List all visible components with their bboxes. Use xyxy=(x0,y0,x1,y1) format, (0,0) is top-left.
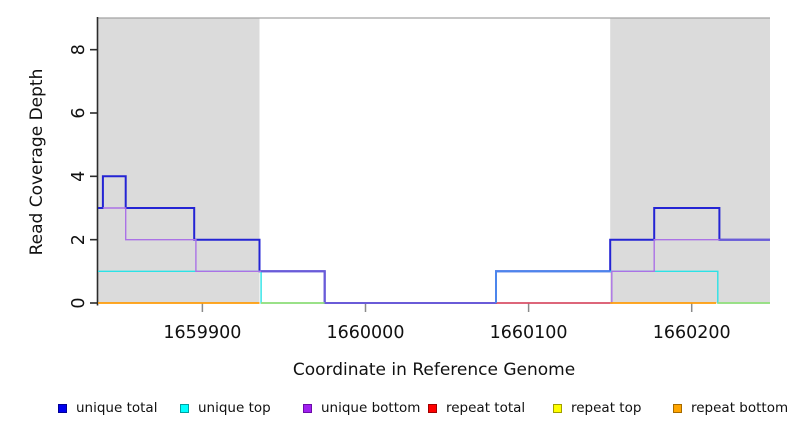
legend-label: repeat bottom xyxy=(691,400,789,416)
y-tick-label: 2 xyxy=(69,234,89,245)
legend-item-unique-bottom: unique bottom xyxy=(303,398,420,418)
x-axis-title: Coordinate in Reference Genome xyxy=(292,360,576,380)
legend: unique total unique top unique bottom repea… xyxy=(0,398,792,418)
legend-swatch-repeat-bottom xyxy=(673,403,682,413)
legend-swatch-repeat-total xyxy=(428,403,437,413)
blend-unique-total-unique-bottom xyxy=(261,270,496,304)
legend-label: unique top xyxy=(198,400,271,416)
legend-label: unique total xyxy=(76,400,158,416)
legend-swatch-unique-total xyxy=(58,403,67,413)
legend-item-repeat-top: repeat top xyxy=(553,398,641,418)
legend-item-repeat-bottom: repeat bottom xyxy=(673,398,788,418)
y-tick-label: 6 xyxy=(69,107,89,118)
legend-label: repeat top xyxy=(571,400,642,416)
x-tick-label: 1660000 xyxy=(327,323,405,343)
legend-label: repeat total xyxy=(446,400,526,416)
legend-swatch-unique-bottom xyxy=(303,403,312,413)
legend-label: unique bottom xyxy=(321,400,421,416)
repeat-region-shading xyxy=(610,18,770,303)
y-tick-label: 4 xyxy=(69,171,89,182)
legend-swatch-repeat-top xyxy=(553,403,562,413)
legend-item-unique-total: unique total xyxy=(58,398,157,418)
x-tick-label: 1660100 xyxy=(490,323,568,343)
y-axis-title: Read Coverage Depth xyxy=(27,68,47,256)
legend-swatch-unique-top xyxy=(180,403,189,413)
y-tick-label: 0 xyxy=(69,297,89,308)
blend-unique-total-unique-top xyxy=(495,270,611,303)
legend-item-repeat-total: repeat total xyxy=(428,398,525,418)
x-tick-label: 1659900 xyxy=(163,323,241,343)
legend-item-unique-top: unique top xyxy=(180,398,271,418)
y-tick-label: 8 xyxy=(69,44,89,55)
repeat-region-shading xyxy=(98,18,260,303)
x-tick-label: 1660200 xyxy=(653,323,731,343)
